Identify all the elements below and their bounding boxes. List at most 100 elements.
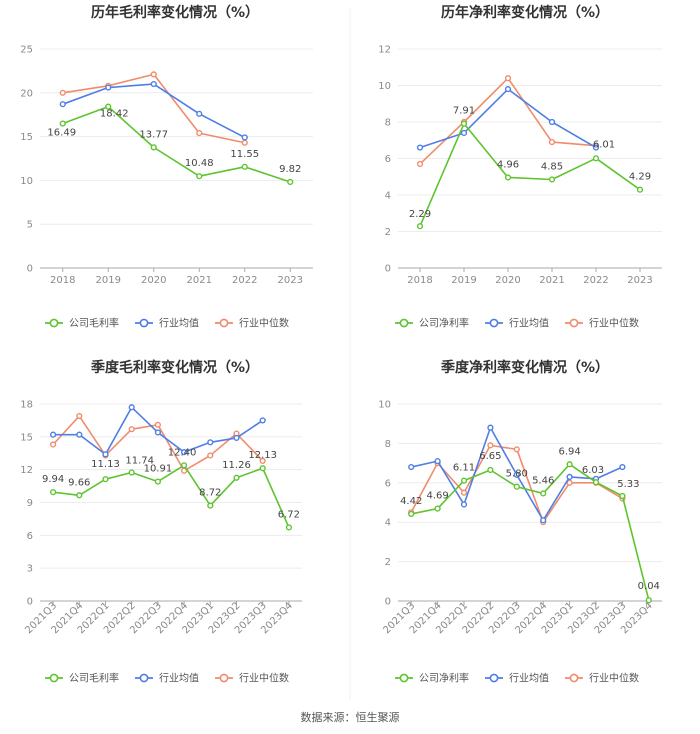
- data-point[interactable]: [233, 474, 240, 481]
- data-point[interactable]: [513, 471, 520, 479]
- data-point[interactable]: [645, 597, 652, 604]
- data-point[interactable]: [102, 451, 109, 458]
- legend-item-median[interactable]: 行业中位数: [215, 317, 289, 330]
- data-point[interactable]: [287, 178, 294, 186]
- data-point[interactable]: [241, 134, 248, 141]
- data-point[interactable]: [59, 89, 66, 96]
- data-point[interactable]: [181, 462, 188, 469]
- data-point[interactable]: [59, 101, 66, 108]
- legend-item-avg[interactable]: 行业均值: [485, 672, 549, 685]
- data-point[interactable]: [102, 476, 109, 483]
- data-point[interactable]: [259, 417, 266, 424]
- data-label: 6.65: [479, 451, 501, 462]
- data-point[interactable]: [196, 129, 203, 137]
- data-point[interactable]: [504, 75, 512, 82]
- data-point[interactable]: [619, 463, 626, 471]
- legend-item-company[interactable]: 公司毛利率: [45, 317, 119, 330]
- legend-item-median[interactable]: 行业中位数: [565, 672, 639, 685]
- y-tick-label: 0: [385, 597, 391, 608]
- data-point[interactable]: [150, 144, 157, 151]
- data-point[interactable]: [416, 223, 424, 230]
- data-point[interactable]: [548, 138, 556, 146]
- data-point[interactable]: [619, 492, 626, 500]
- data-point[interactable]: [460, 501, 468, 508]
- data-point[interactable]: [196, 173, 203, 180]
- data-point[interactable]: [487, 442, 494, 449]
- data-point[interactable]: [150, 80, 157, 88]
- legend-item-company[interactable]: 公司净利率: [395, 672, 469, 685]
- legend-item-avg[interactable]: 行业均值: [135, 317, 199, 330]
- data-point[interactable]: [566, 461, 573, 468]
- data-point[interactable]: [540, 517, 547, 524]
- data-point[interactable]: [285, 524, 293, 531]
- data-point[interactable]: [49, 441, 57, 448]
- data-point[interactable]: [196, 110, 203, 117]
- series-line: [411, 463, 650, 601]
- data-point[interactable]: [241, 139, 248, 146]
- data-point[interactable]: [540, 490, 547, 497]
- data-point[interactable]: [207, 502, 214, 509]
- data-point[interactable]: [259, 465, 266, 472]
- data-point[interactable]: [434, 458, 441, 465]
- data-point[interactable]: [49, 431, 57, 438]
- data-point[interactable]: [416, 160, 424, 168]
- data-point[interactable]: [76, 412, 83, 420]
- data-point[interactable]: [548, 176, 556, 183]
- data-point[interactable]: [592, 479, 600, 486]
- data-label: 12.13: [248, 450, 277, 461]
- data-point[interactable]: [460, 120, 468, 127]
- data-point[interactable]: [154, 429, 162, 436]
- data-point[interactable]: [128, 426, 135, 433]
- data-point[interactable]: [460, 129, 468, 137]
- legend-label: 公司净利率: [419, 672, 469, 685]
- data-point[interactable]: [408, 510, 415, 518]
- data-point[interactable]: [434, 505, 441, 512]
- data-point[interactable]: [504, 174, 512, 181]
- data-point[interactable]: [150, 71, 157, 78]
- data-point[interactable]: [513, 483, 520, 490]
- data-label: 6.01: [593, 139, 615, 150]
- data-point[interactable]: [105, 84, 112, 91]
- legend-marker: [489, 673, 499, 683]
- data-label: 10.91: [144, 464, 173, 475]
- data-point[interactable]: [233, 434, 240, 442]
- data-point[interactable]: [128, 404, 135, 411]
- legend-item-avg[interactable]: 行业均值: [485, 317, 549, 330]
- legend-item-avg[interactable]: 行业均值: [135, 672, 199, 685]
- data-point[interactable]: [408, 463, 415, 471]
- data-point[interactable]: [49, 489, 57, 496]
- legend-item-median[interactable]: 行业中位数: [215, 672, 289, 685]
- data-point[interactable]: [76, 492, 83, 499]
- x-tick-label: 2018: [407, 275, 432, 286]
- data-point[interactable]: [548, 118, 556, 126]
- x-tick-label: 2020: [495, 275, 520, 286]
- data-point[interactable]: [566, 473, 573, 480]
- data-point[interactable]: [487, 424, 494, 431]
- data-point[interactable]: [636, 186, 644, 193]
- data-point[interactable]: [460, 489, 468, 496]
- data-point[interactable]: [207, 439, 214, 446]
- data-point[interactable]: [487, 466, 494, 474]
- data-point[interactable]: [105, 103, 112, 110]
- data-point[interactable]: [416, 144, 424, 151]
- data-point[interactable]: [154, 421, 162, 428]
- data-point[interactable]: [181, 449, 188, 456]
- data-point[interactable]: [154, 478, 162, 485]
- data-point[interactable]: [460, 477, 468, 484]
- data-point[interactable]: [592, 155, 600, 162]
- data-point[interactable]: [259, 457, 266, 465]
- series-line: [53, 464, 290, 528]
- data-point[interactable]: [128, 469, 135, 476]
- data-point[interactable]: [513, 446, 520, 453]
- data-point[interactable]: [241, 163, 248, 170]
- data-point[interactable]: [76, 431, 83, 438]
- y-tick-label: 6: [385, 154, 391, 165]
- legend-item-company[interactable]: 公司净利率: [395, 317, 469, 330]
- data-point[interactable]: [592, 144, 600, 151]
- data-point[interactable]: [566, 479, 573, 486]
- legend-item-company[interactable]: 公司毛利率: [45, 672, 119, 685]
- legend-item-median[interactable]: 行业中位数: [565, 317, 639, 330]
- data-point[interactable]: [504, 86, 512, 93]
- data-point[interactable]: [207, 452, 214, 459]
- data-point[interactable]: [59, 120, 66, 127]
